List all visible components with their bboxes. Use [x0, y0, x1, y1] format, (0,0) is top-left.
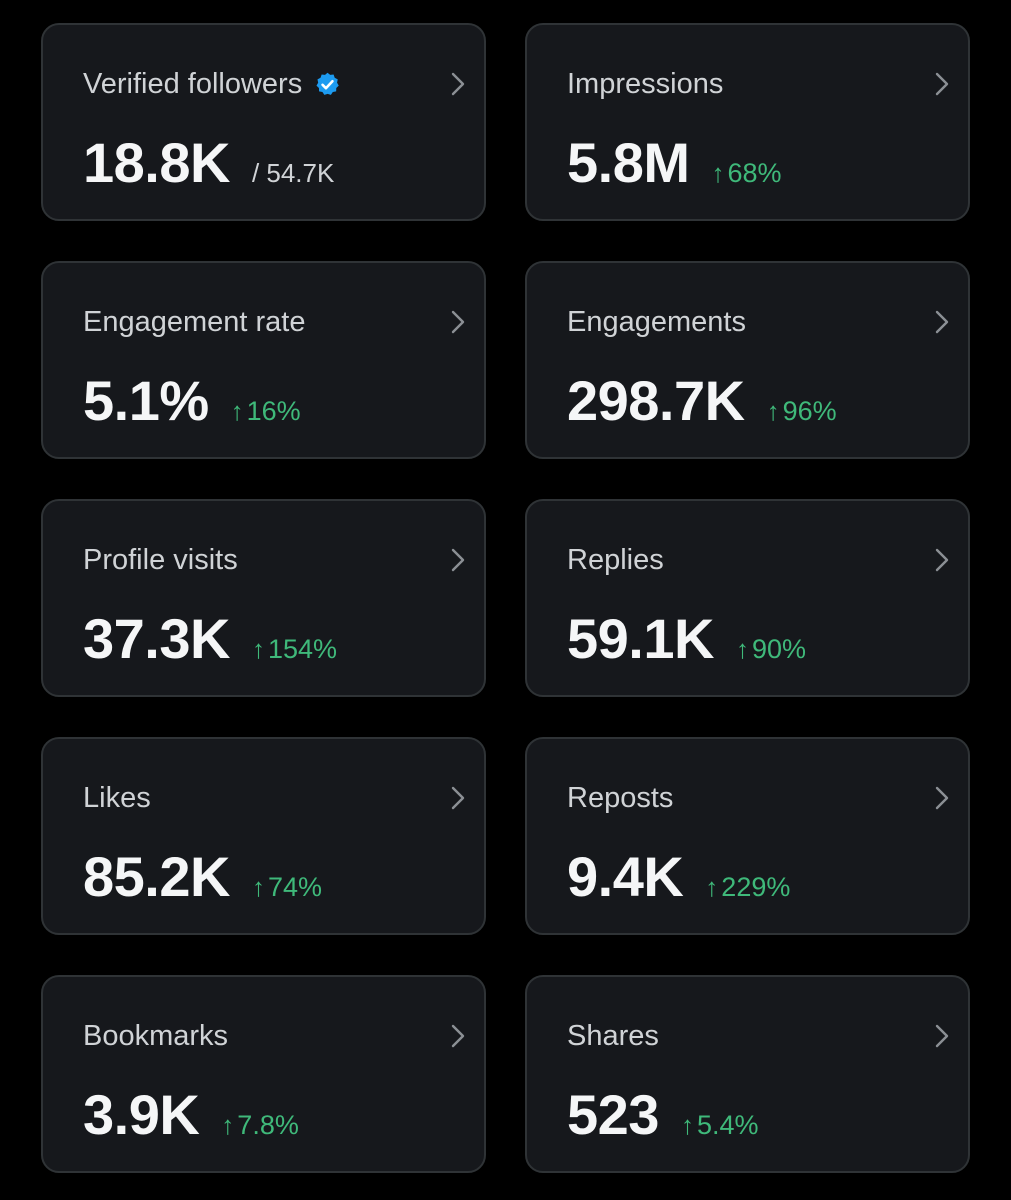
change-value: 68%	[727, 158, 782, 188]
arrow-up-icon: ↑	[711, 158, 725, 188]
metric-change: ↑ 5.4%	[681, 1110, 759, 1141]
chevron-right-icon	[451, 548, 465, 572]
change-value: 96%	[782, 396, 837, 426]
arrow-up-icon: ↑	[735, 634, 749, 664]
chevron-right-icon	[935, 1024, 949, 1048]
metric-value: 59.1K	[567, 607, 714, 670]
chevron-right-icon	[451, 786, 465, 810]
card-title: Shares	[567, 1020, 659, 1052]
metric-value: 523	[567, 1083, 659, 1146]
metric-change: ↑ 74%	[252, 872, 322, 903]
arrow-up-icon: ↑	[766, 396, 780, 426]
metric-change: ↑ 68%	[712, 158, 782, 189]
chevron-right-icon	[935, 72, 949, 96]
value-row: 3.9K ↑ 7.8%	[83, 1085, 299, 1145]
metric-change: ↑ 96%	[767, 396, 837, 427]
card-title: Profile visits	[83, 544, 238, 576]
chevron-right-icon	[935, 786, 949, 810]
change-value: 16%	[246, 396, 301, 426]
card-title: Bookmarks	[83, 1020, 229, 1052]
card-profile-visits[interactable]: Profile visits 37.3K ↑ 154%	[41, 499, 486, 697]
card-bookmarks[interactable]: Bookmarks 3.9K ↑ 7.8%	[41, 975, 486, 1173]
metric-change: ↑ 16%	[231, 396, 301, 427]
value-row: 18.8K / 54.7K	[83, 133, 334, 193]
card-title: Verified followers	[83, 68, 303, 100]
metric-value: 18.8K	[83, 131, 230, 194]
arrow-up-icon: ↑	[705, 872, 719, 902]
arrow-up-icon: ↑	[251, 872, 265, 902]
metric-change: ↑ 7.8%	[221, 1110, 299, 1141]
card-impressions[interactable]: Impressions 5.8M ↑ 68%	[525, 23, 970, 221]
card-shares[interactable]: Shares 523 ↑ 5.4%	[525, 975, 970, 1173]
metric-change: ↑ 90%	[736, 634, 806, 665]
card-title: Replies	[567, 544, 664, 576]
chevron-right-icon	[935, 310, 949, 334]
value-row: 37.3K ↑ 154%	[83, 609, 337, 669]
card-title: Impressions	[567, 68, 724, 100]
change-value: 229%	[721, 872, 791, 902]
metric-value: 3.9K	[83, 1083, 200, 1146]
card-title: Engagements	[567, 306, 746, 338]
value-row: 298.7K ↑ 96%	[567, 371, 837, 431]
card-engagements[interactable]: Engagements 298.7K ↑ 96%	[525, 261, 970, 459]
change-value: 90%	[751, 634, 806, 664]
arrow-up-icon: ↑	[680, 1110, 694, 1140]
change-value: 74%	[267, 872, 322, 902]
arrow-up-icon: ↑	[251, 634, 265, 664]
card-engagement-rate[interactable]: Engagement rate 5.1% ↑ 16%	[41, 261, 486, 459]
arrow-up-icon: ↑	[230, 396, 244, 426]
metric-change: ↑ 154%	[252, 634, 337, 665]
analytics-grid: Verified followers 18.8K / 54.7K Impress…	[41, 23, 970, 1173]
metric-value: 85.2K	[83, 845, 230, 908]
card-title: Engagement rate	[83, 306, 306, 338]
verified-badge-icon	[316, 72, 339, 95]
card-title: Likes	[83, 782, 151, 814]
chevron-right-icon	[451, 310, 465, 334]
change-value: 154%	[267, 634, 337, 664]
value-row: 59.1K ↑ 90%	[567, 609, 806, 669]
metric-value: 9.4K	[567, 845, 684, 908]
card-title-wrap: Verified followers	[83, 67, 341, 101]
value-row: 5.1% ↑ 16%	[83, 371, 301, 431]
chevron-right-icon	[451, 1024, 465, 1048]
value-row: 9.4K ↑ 229%	[567, 847, 790, 907]
card-replies[interactable]: Replies 59.1K ↑ 90%	[525, 499, 970, 697]
change-value: 7.8%	[237, 1110, 299, 1140]
chevron-right-icon	[451, 72, 465, 96]
metric-value: 5.8M	[567, 131, 690, 194]
card-verified-followers[interactable]: Verified followers 18.8K / 54.7K	[41, 23, 486, 221]
card-reposts[interactable]: Reposts 9.4K ↑ 229%	[525, 737, 970, 935]
value-row: 523 ↑ 5.4%	[567, 1085, 758, 1145]
value-row: 5.8M ↑ 68%	[567, 133, 782, 193]
metric-value: 37.3K	[83, 607, 230, 670]
card-title: Reposts	[567, 782, 674, 814]
card-likes[interactable]: Likes 85.2K ↑ 74%	[41, 737, 486, 935]
metric-change: ↑ 229%	[705, 872, 790, 903]
metric-total: / 54.7K	[251, 158, 335, 188]
arrow-up-icon: ↑	[221, 1110, 235, 1140]
change-value: 5.4%	[696, 1110, 759, 1140]
chevron-right-icon	[935, 548, 949, 572]
metric-value: 298.7K	[567, 369, 745, 432]
metric-value: 5.1%	[83, 369, 209, 432]
value-row: 85.2K ↑ 74%	[83, 847, 322, 907]
